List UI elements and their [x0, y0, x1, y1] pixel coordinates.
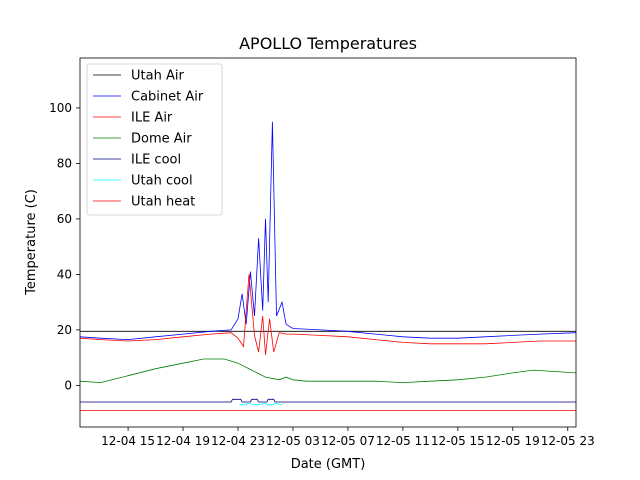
- y-tick-label-4: 80: [57, 156, 72, 170]
- x-tick-label-1: 12-04 19: [156, 434, 210, 448]
- series-line-1: [79, 121, 577, 341]
- x-tick-label-2: 12-04 23: [211, 434, 265, 448]
- y-tick-label-5: 100: [49, 101, 72, 115]
- y-tick-label-2: 40: [57, 267, 72, 281]
- series-layer: [79, 121, 577, 411]
- y-tick-label-0: 0: [64, 378, 72, 392]
- x-tick-label-3: 12-05 03: [266, 434, 320, 448]
- y-tick-label-3: 60: [57, 212, 72, 226]
- legend-label-6: Utah heat: [131, 195, 195, 210]
- series-line-4: [80, 398, 576, 403]
- legend-box: [86, 63, 223, 216]
- plot-frame: [79, 57, 577, 428]
- chart-title: APOLLO Temperatures: [239, 34, 417, 53]
- y-axis: 0 20 40 60 80 100: [49, 101, 80, 392]
- legend-label-4: ILE cool: [131, 153, 181, 168]
- x-tick-label-4: 12-05 07: [321, 434, 375, 448]
- y-axis-label: Temperature (C): [24, 189, 39, 296]
- legend: Utah Air Cabinet Air ILE Air Dome Air ILE co…: [86, 63, 223, 216]
- legend-label-5: Utah cool: [131, 174, 193, 189]
- legend-label-0: Utah Air: [131, 69, 184, 84]
- x-tick-label-8: 12-05 23: [541, 434, 595, 448]
- series-line-5: [239, 402, 283, 406]
- series-line-2: [79, 274, 576, 355]
- x-tick-label-7: 12-05 19: [486, 434, 540, 448]
- x-tick-label-6: 12-05 15: [431, 434, 485, 448]
- legend-label-3: Dome Air: [131, 132, 192, 147]
- x-tick-label-5: 12-05 11: [376, 434, 430, 448]
- x-tick-label-0: 12-04 15: [101, 434, 155, 448]
- series-line-3: [79, 358, 577, 384]
- legend-label-1: Cabinet Air: [131, 90, 204, 105]
- x-axis: 12-04 15 12-04 19 12-04 23 12-05 03 12-05 07…: [101, 427, 595, 448]
- legend-label-2: ILE Air: [131, 111, 173, 126]
- x-axis-label: Date (GMT): [291, 457, 366, 472]
- y-tick-label-1: 20: [57, 323, 72, 337]
